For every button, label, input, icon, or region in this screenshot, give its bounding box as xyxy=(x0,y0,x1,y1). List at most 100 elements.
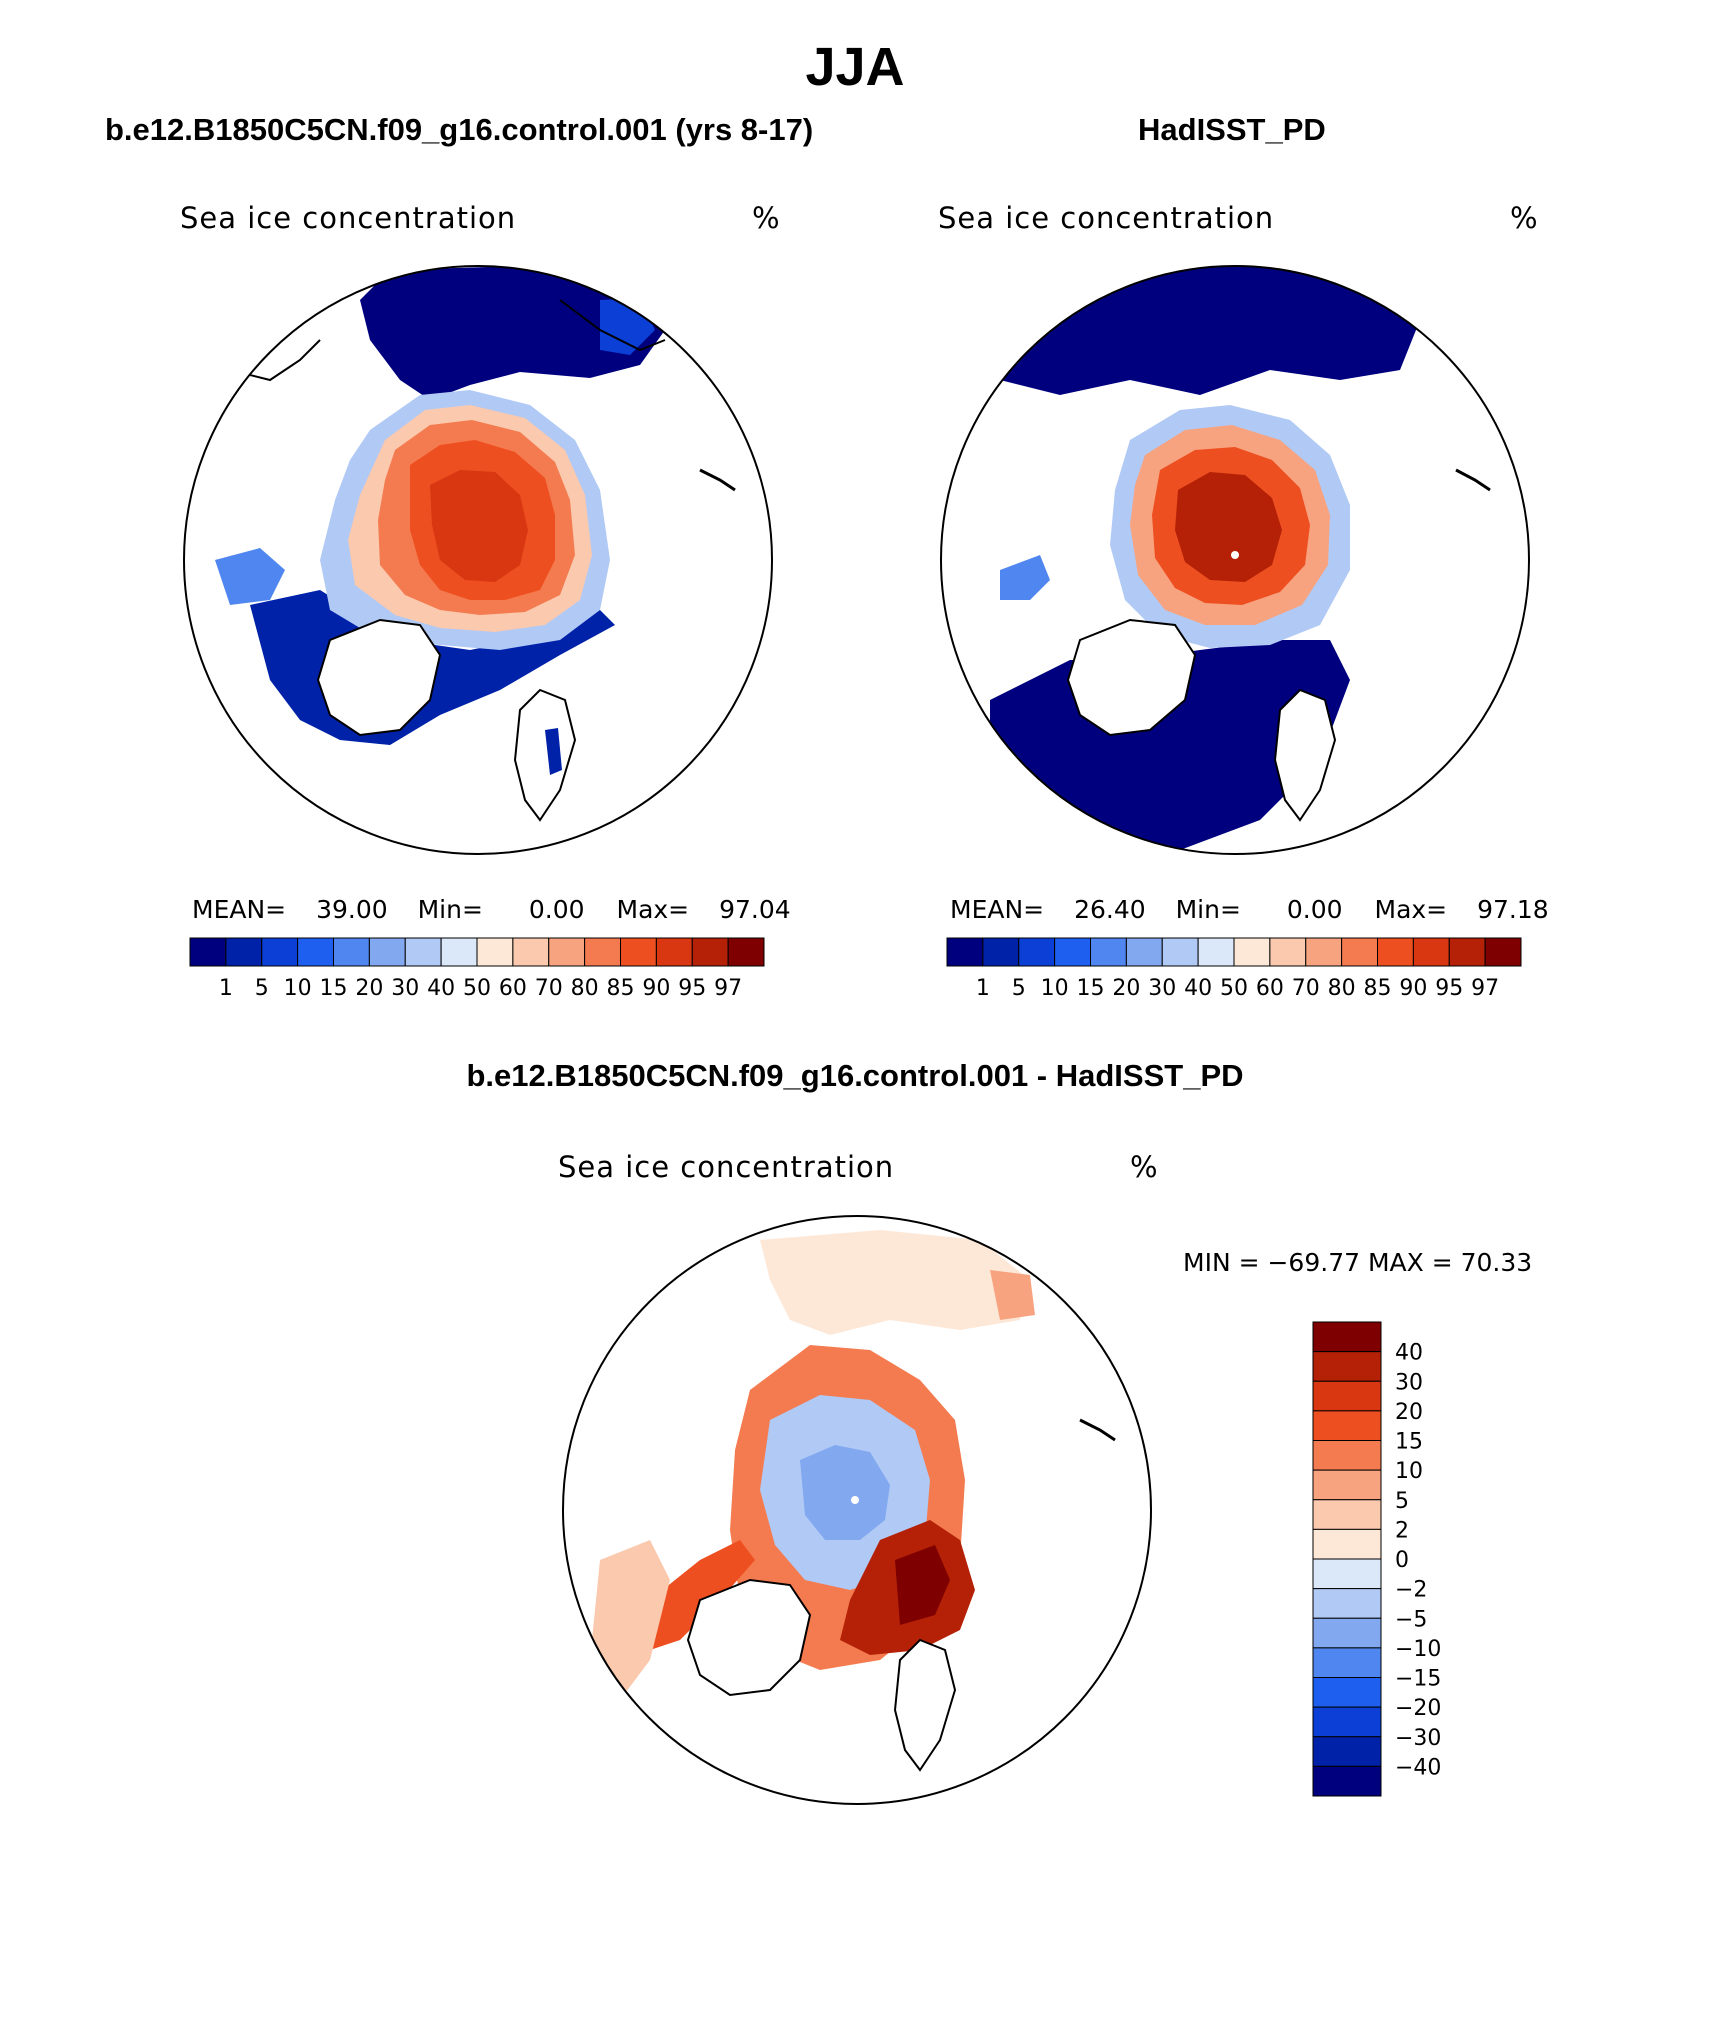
model-colorbar-swatch xyxy=(189,937,227,967)
obs-field-label: Sea ice concentration xyxy=(938,201,1275,235)
obs-colorbar-swatch xyxy=(946,937,984,967)
diff-colorbar-tick-label: 5 xyxy=(1395,1489,1409,1514)
diff-field-label: Sea ice concentration xyxy=(558,1150,895,1184)
diff-colorbar-tick-label: −30 xyxy=(1395,1726,1441,1751)
model-colorbar-swatch xyxy=(476,937,514,967)
diff-colorbar-swatch xyxy=(1312,1321,1382,1353)
diff-colorbar-swatch xyxy=(1312,1528,1382,1560)
model-colorbar-swatch xyxy=(620,937,657,967)
diff-minmax: MIN = −69.77 MAX = 70.33 xyxy=(1183,1248,1533,1277)
model-colorbar-tick-label: 90 xyxy=(642,976,670,1001)
obs-stats: MEAN= 26.40 Min= 0.00 Max= 97.18 xyxy=(950,895,1549,924)
diff-colorbar-tick-label: 30 xyxy=(1395,1370,1423,1395)
obs-colorbar-swatch xyxy=(1233,937,1271,967)
model-colorbar-tick-label: 20 xyxy=(355,976,383,1001)
diff-colorbar-tick-label: −40 xyxy=(1395,1755,1441,1780)
model-map xyxy=(183,265,773,855)
obs-colorbar-tick-label: 90 xyxy=(1399,976,1427,1001)
model-colorbar-swatch xyxy=(691,937,729,967)
diff-units-label: % xyxy=(1130,1150,1159,1184)
model-colorbar-swatch xyxy=(261,937,299,967)
diff-colorbar-tick-label: 2 xyxy=(1395,1518,1409,1543)
model-colorbar-swatch xyxy=(225,937,263,967)
diff-colorbar-swatch xyxy=(1312,1588,1382,1619)
model-colorbar-tick-label: 95 xyxy=(678,976,706,1001)
model-mean-value: 39.00 xyxy=(316,895,388,924)
obs-colorbar-swatch xyxy=(1269,937,1307,967)
obs-colorbar-swatch xyxy=(1341,937,1378,967)
diff-colorbar-swatch xyxy=(1312,1499,1382,1530)
diff-colorbar-tick-label: 10 xyxy=(1395,1459,1423,1484)
obs-colorbar-swatch xyxy=(1161,937,1199,967)
model-colorbar-swatch xyxy=(404,937,442,967)
diff-colorbar-tick-label: 15 xyxy=(1395,1430,1423,1455)
diff-colorbar-swatch xyxy=(1312,1617,1382,1649)
obs-max-value: 97.18 xyxy=(1477,895,1549,924)
diff-colorbar-swatch xyxy=(1312,1558,1382,1590)
model-colorbar-tick-label: 50 xyxy=(463,976,491,1001)
obs-max-label: Max= xyxy=(1374,895,1448,924)
diff-colorbar-swatch xyxy=(1312,1469,1382,1501)
obs-colorbar-tick-label: 1 xyxy=(976,976,990,1001)
obs-colorbar-swatch xyxy=(1448,937,1486,967)
diff-colorbar-tick-label: 40 xyxy=(1395,1341,1423,1366)
obs-colorbar-tick-label: 70 xyxy=(1292,976,1320,1001)
obs-panel-title: HadISST_PD xyxy=(1138,112,1326,147)
obs-colorbar-swatch xyxy=(1484,937,1522,967)
diff-map xyxy=(562,1215,1152,1805)
model-colorbar-swatch xyxy=(655,937,693,967)
model-stats: MEAN= 39.00 Min= 0.00 Max= 97.04 xyxy=(192,895,791,924)
obs-map xyxy=(940,265,1530,855)
obs-colorbar-swatch xyxy=(1197,937,1235,967)
obs-colorbar-tick-label: 40 xyxy=(1184,976,1212,1001)
diff-colorbar-swatch xyxy=(1312,1380,1382,1412)
obs-colorbar-swatch xyxy=(1377,937,1414,967)
model-colorbar-swatch xyxy=(727,937,765,967)
obs-colorbar-swatch xyxy=(1125,937,1163,967)
diff-colorbar-tick-label: 20 xyxy=(1395,1400,1423,1425)
obs-colorbar-tick-label: 95 xyxy=(1435,976,1463,1001)
obs-colorbar-swatch xyxy=(1412,937,1450,967)
obs-min-label: Min= xyxy=(1175,895,1241,924)
obs-colorbar-swatch xyxy=(1305,937,1343,967)
model-min-label: Min= xyxy=(417,895,483,924)
diff-colorbar-swatch xyxy=(1312,1440,1382,1471)
diff-colorbar-tick-label: −15 xyxy=(1395,1667,1441,1692)
model-colorbar-tick-label: 1 xyxy=(219,976,233,1001)
model-colorbar-tick-label: 10 xyxy=(284,976,312,1001)
obs-colorbar-tick-label: 5 xyxy=(1012,976,1026,1001)
model-colorbar-tick-label: 30 xyxy=(391,976,419,1001)
model-colorbar-swatch xyxy=(297,937,334,967)
model-max-label: Max= xyxy=(616,895,690,924)
model-colorbar-swatch xyxy=(548,937,586,967)
diff-colorbar-swatch xyxy=(1312,1647,1382,1678)
diff-colorbar-swatch xyxy=(1312,1706,1382,1738)
model-colorbar-tick-label: 40 xyxy=(427,976,455,1001)
model-colorbar-tick-label: 15 xyxy=(320,976,348,1001)
diff-colorbar-swatch xyxy=(1312,1736,1382,1767)
model-colorbar-tick-label: 80 xyxy=(571,976,599,1001)
obs-colorbar-tick-label: 80 xyxy=(1328,976,1356,1001)
obs-colorbar-tick-label: 20 xyxy=(1112,976,1140,1001)
diff-colorbar-tick-label: −20 xyxy=(1395,1696,1441,1721)
diff-colorbar-tick-label: −10 xyxy=(1395,1637,1441,1662)
model-colorbar-swatch xyxy=(333,937,370,967)
diff-panel-title: b.e12.B1850C5CN.f09_g16.control.001 - Ha… xyxy=(466,1058,1244,1093)
diff-colorbar-tick-label: −5 xyxy=(1395,1607,1427,1632)
diff-colorbar-swatch xyxy=(1312,1765,1382,1797)
model-colorbar-tick-label: 97 xyxy=(714,976,742,1001)
obs-colorbar-tick-label: 30 xyxy=(1148,976,1176,1001)
obs-mean-label: MEAN= xyxy=(950,895,1045,924)
diff-colorbar-tick-label: 0 xyxy=(1395,1548,1409,1573)
obs-mean-value: 26.40 xyxy=(1074,895,1146,924)
model-colorbar: 1 5 10 15 20 30 40 50 60 70 80 85 90 95 97 xyxy=(189,937,765,1001)
obs-colorbar-tick-label: 60 xyxy=(1256,976,1284,1001)
model-field-label: Sea ice concentration xyxy=(180,201,517,235)
page-title: JJA xyxy=(805,37,905,97)
diff-colorbar-swatch xyxy=(1312,1677,1382,1708)
model-colorbar-tick-label: 85 xyxy=(607,976,635,1001)
model-colorbar-tick-label: 70 xyxy=(535,976,563,1001)
model-colorbar-swatch xyxy=(440,937,478,967)
